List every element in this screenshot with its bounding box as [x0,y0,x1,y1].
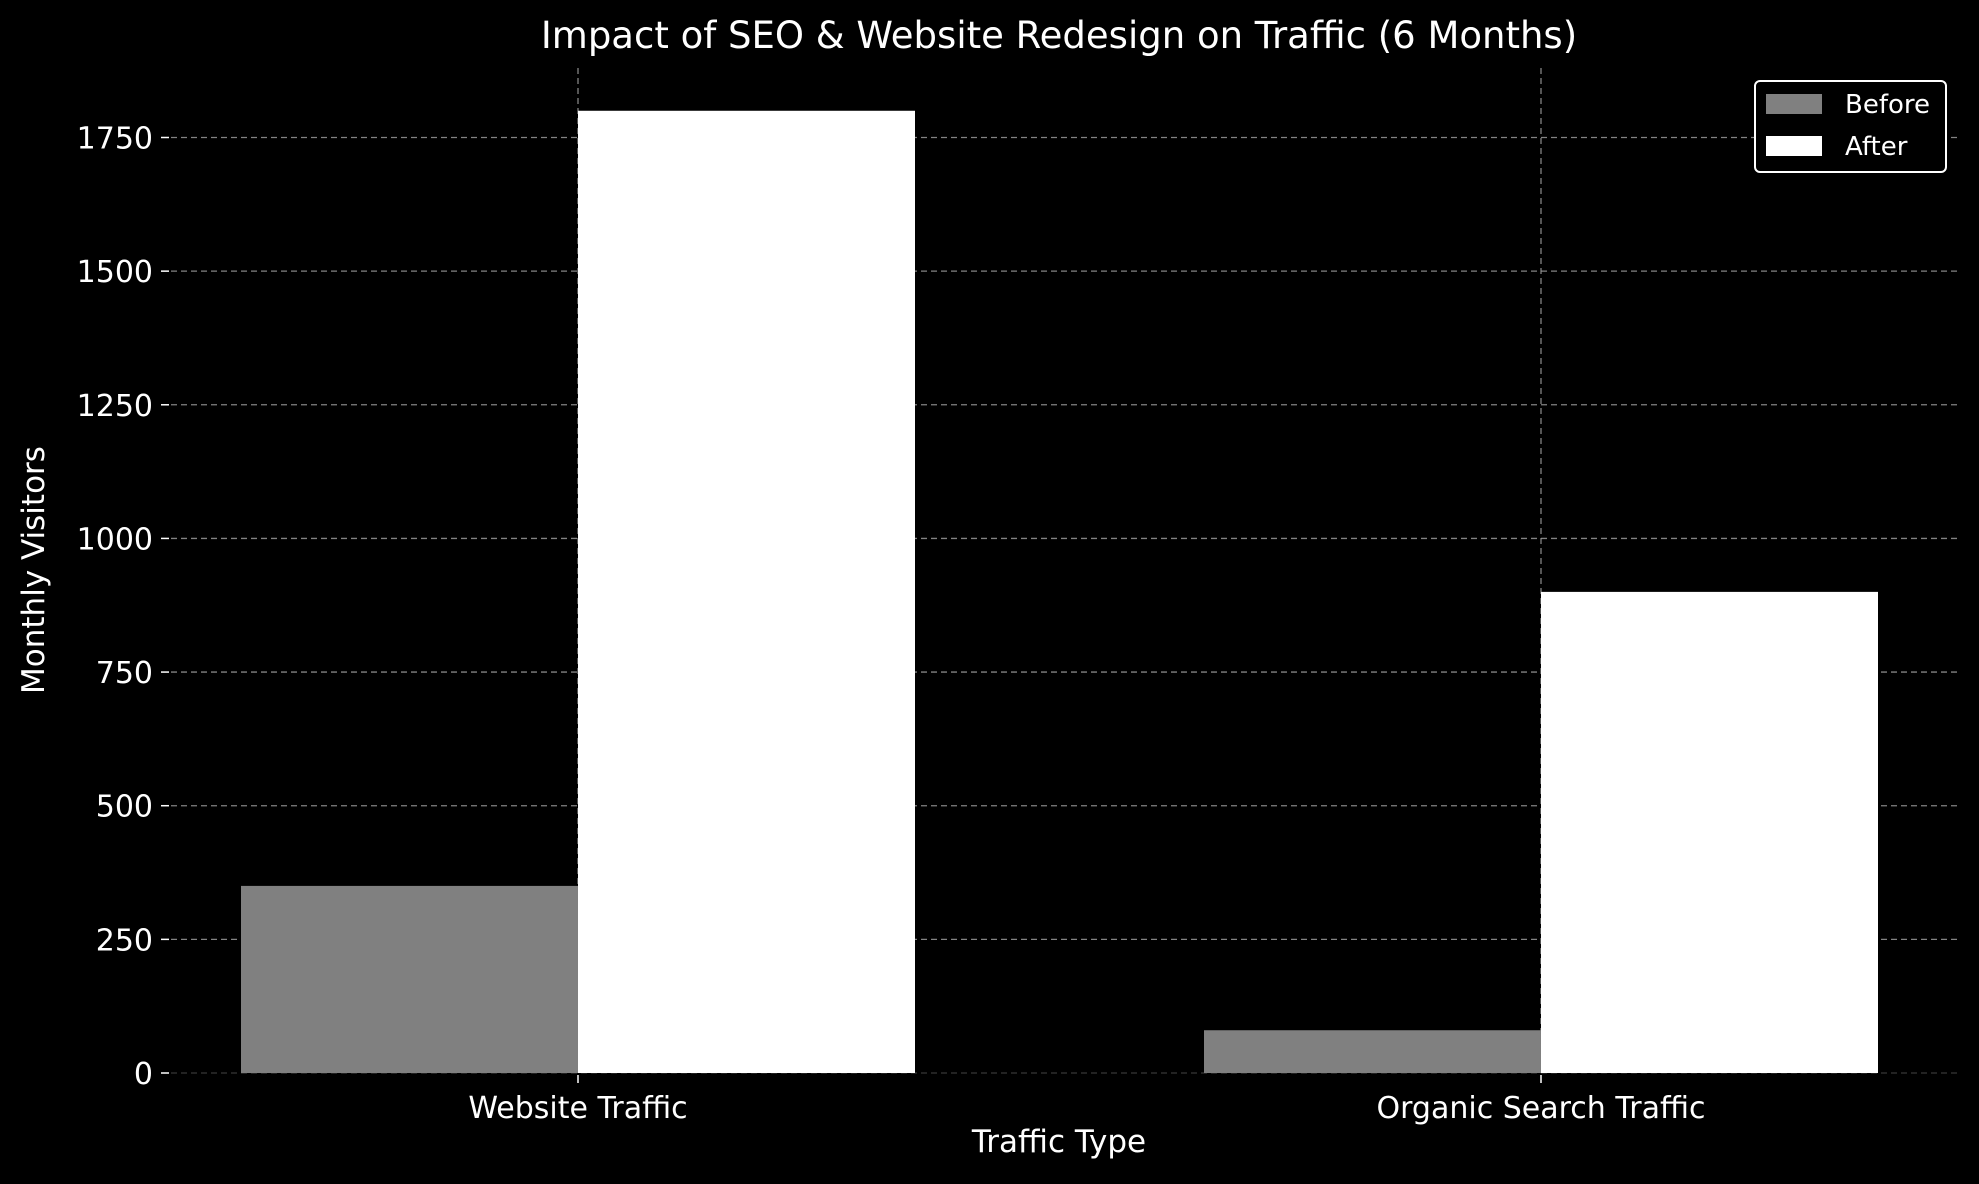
chart-title: Impact of SEO & Website Redesign on Traf… [541,14,1577,57]
legend-swatch-after [1766,136,1822,156]
y-tick-label: 1750 [77,121,153,156]
x-tick-label: Website Traffic [468,1091,687,1126]
y-tick-label: 250 [96,923,153,958]
axis-ticks: 0 250 500 750 1000 1250 1500 1750 Website Traffi… [77,121,1706,1126]
legend: Before After [1754,80,1947,173]
y-tick-label: 1000 [77,522,153,557]
y-tick-label: 750 [96,656,153,691]
y-tick-label: 1500 [77,255,153,290]
y-tick-label: 1250 [77,389,153,424]
bar-after-2 [1541,591,1878,1073]
legend-label-before: Before [1845,90,1930,120]
y-axis-label: Monthly Visitors [16,446,52,694]
bar-before-1 [241,885,578,1073]
x-tick-label: Organic Search Traffic [1377,1091,1706,1126]
x-axis-label: Traffic Type [971,1124,1146,1160]
bar-before-2 [1204,1030,1541,1073]
bar-after-1 [578,110,915,1073]
y-tick-label: 0 [134,1057,153,1092]
y-tick-label: 500 [96,790,153,825]
legend-label-after: After [1845,132,1908,162]
bars [241,110,1878,1073]
legend-swatch-before [1766,94,1822,114]
